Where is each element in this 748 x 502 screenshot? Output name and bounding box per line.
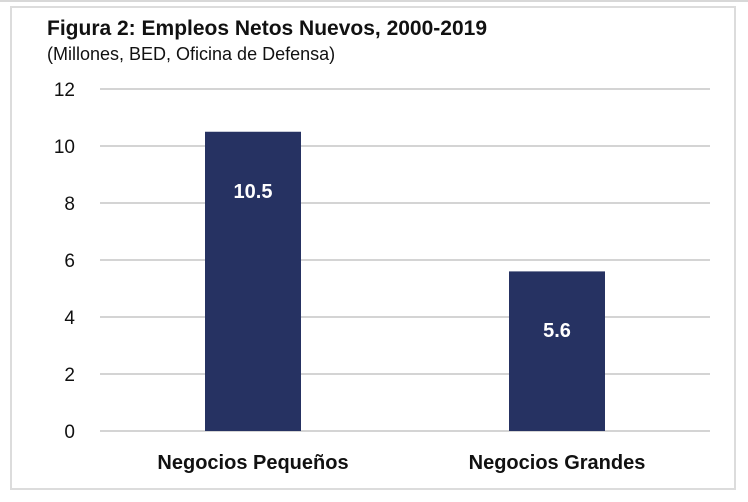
y-tick-label: 4 [64,308,75,329]
y-tick-label: 8 [64,194,75,215]
data-label: 10.5 [234,181,273,203]
x-tick-label: Negocios Grandes [469,452,646,474]
y-tick-label: 0 [64,422,75,443]
y-tick-label: 10 [54,137,75,158]
y-tick-label: 6 [64,251,75,272]
chart-subtitle: (Millones, BED, Oficina de Defensa) [47,44,336,64]
chart-frame [10,6,736,490]
bar [205,131,301,431]
top-rule [0,0,748,2]
bar [509,271,605,431]
chart-title: Figura 2: Empleos Netos Nuevos, 2000-201… [47,17,488,40]
x-tick-label: Negocios Pequeños [157,452,348,474]
y-tick-label: 12 [54,80,75,101]
data-label: 5.6 [543,320,571,342]
y-tick-label: 2 [64,365,75,386]
